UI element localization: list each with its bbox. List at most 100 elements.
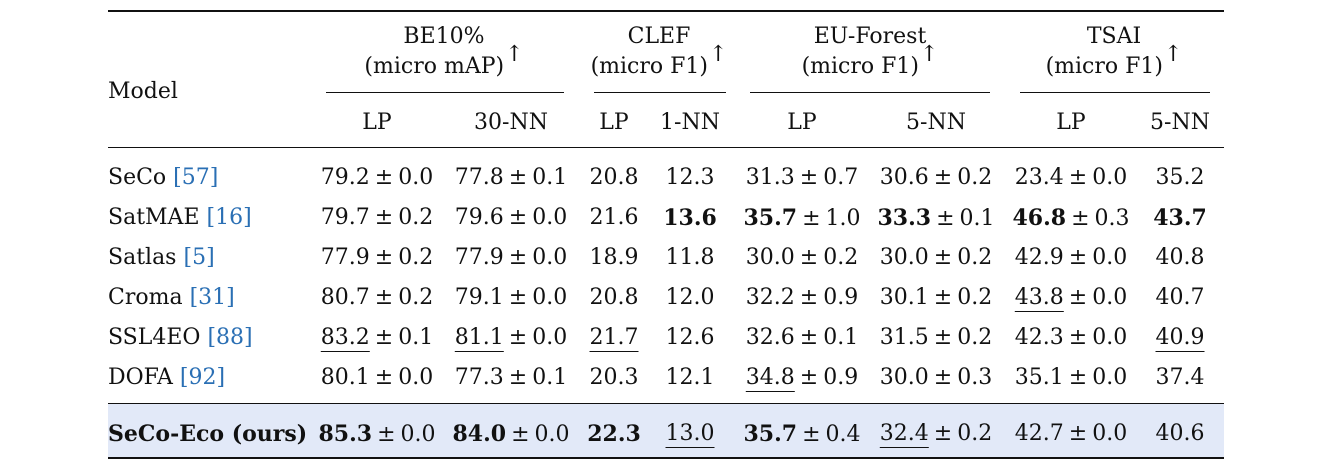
group-metric: (micro mAP) xyxy=(364,54,505,79)
plus-minus: ± xyxy=(1071,206,1090,231)
cell-value: 43.7 xyxy=(1153,205,1207,231)
table-cell: 12.0 xyxy=(666,285,715,311)
model-name: SatMAE [16] xyxy=(108,205,252,231)
cell-value: 40.8 xyxy=(1155,245,1205,270)
cell-value: 42.7 xyxy=(1014,421,1064,446)
cell-value: 33.3 xyxy=(877,205,932,231)
table-cell: 12.1 xyxy=(666,365,715,391)
table-cell: 32.2 ±0.9 xyxy=(746,285,858,311)
table-cell: 35.7 ±0.4 xyxy=(743,421,860,448)
citation-link[interactable]: [92] xyxy=(179,365,226,390)
cell-value: 83.2 xyxy=(320,325,370,352)
table-cell: 43.7 xyxy=(1153,205,1207,232)
subcol-header: LP xyxy=(787,110,817,135)
cell-std: 0.2 xyxy=(823,245,859,270)
cell-std: 0.0 xyxy=(1092,421,1128,446)
cell-value: 35.7 xyxy=(743,421,798,447)
subcol-header: 30-NN xyxy=(474,110,548,135)
cell-value: 12.1 xyxy=(665,365,715,390)
table-cell: 35.2 xyxy=(1156,165,1205,191)
cell-value: 20.8 xyxy=(589,165,639,190)
cell-value: 43.8 xyxy=(1014,285,1064,312)
cell-value: 77.9 xyxy=(320,245,370,270)
cell-std: 0.1 xyxy=(532,365,568,390)
cell-value: 11.8 xyxy=(665,245,715,270)
bottom-rule xyxy=(108,457,1224,459)
cell-std: 0.0 xyxy=(532,245,568,270)
group-metric: (micro F1) xyxy=(801,54,919,79)
group-header-clef: CLEF (micro F1)↑ xyxy=(591,22,728,82)
plus-minus: ± xyxy=(802,206,821,231)
cell-std: 0.0 xyxy=(532,205,568,230)
cell-value: 34.8 xyxy=(745,365,795,392)
table-cell: 79.7 ±0.2 xyxy=(321,205,433,231)
group-name: EU-Forest xyxy=(813,24,927,49)
table-cell: 77.3 ±0.1 xyxy=(455,365,567,391)
table-cell: 33.3 ±0.1 xyxy=(877,205,994,232)
citation-link[interactable]: [57] xyxy=(173,165,219,190)
plus-minus: ± xyxy=(374,325,394,350)
plus-minus: ± xyxy=(508,325,528,350)
cell-value: 13.6 xyxy=(663,205,717,231)
plus-minus: ± xyxy=(508,245,528,270)
subcol-header: LP xyxy=(599,110,629,135)
cell-std: 0.1 xyxy=(959,206,995,231)
table-cell: 40.7 xyxy=(1156,285,1205,311)
cell-std: 0.0 xyxy=(1092,365,1128,390)
table-cell: 40.8 xyxy=(1156,245,1205,271)
citation-link[interactable]: [5] xyxy=(183,245,215,270)
group-header-tsai: TSAI (micro F1)↑ xyxy=(1046,22,1183,82)
table-cell: 81.1 ±0.0 xyxy=(454,325,568,352)
citation-link[interactable]: [88] xyxy=(207,325,253,350)
plus-minus: ± xyxy=(799,245,819,270)
table-cell: 42.9 ±0.0 xyxy=(1015,245,1127,271)
plus-minus: ± xyxy=(1068,245,1088,270)
model-label: SeCo xyxy=(108,165,167,190)
cell-value: 42.3 xyxy=(1014,325,1064,350)
group-name: CLEF xyxy=(627,24,691,49)
plus-minus: ± xyxy=(799,365,819,390)
group-name: BE10% xyxy=(403,24,485,49)
cell-std: 0.9 xyxy=(823,285,859,310)
cell-value: 30.0 xyxy=(879,245,929,270)
cell-std: 0.9 xyxy=(823,365,859,390)
cell-value: 32.4 xyxy=(879,421,929,448)
table-cell: 12.3 xyxy=(666,165,715,191)
table-cell: 30.0 ±0.2 xyxy=(746,245,858,271)
group-rule-euforest xyxy=(750,92,990,93)
cell-value: 79.6 xyxy=(454,205,504,230)
table-cell: 83.2 ±0.1 xyxy=(320,325,433,352)
plus-minus: ± xyxy=(377,422,396,447)
cell-value: 35.1 xyxy=(1014,365,1064,390)
citation-link[interactable]: [31] xyxy=(189,285,235,310)
cell-std: 0.2 xyxy=(957,285,993,310)
cell-std: 0.0 xyxy=(534,422,570,447)
cell-std: 0.0 xyxy=(1092,165,1128,190)
model-label: DOFA xyxy=(108,365,173,390)
cell-std: 0.0 xyxy=(532,325,568,350)
top-rule xyxy=(108,10,1224,12)
ours-top-rule xyxy=(108,403,1224,404)
plus-minus: ± xyxy=(1068,365,1088,390)
cell-value: 31.3 xyxy=(745,165,795,190)
cell-std: 0.1 xyxy=(532,165,568,190)
table-cell: 20.8 xyxy=(590,165,639,191)
table-cell: 77.9 ±0.0 xyxy=(455,245,567,271)
model-label: SSL4EO xyxy=(108,325,201,350)
ours-row-highlight xyxy=(108,403,1224,458)
citation-link[interactable]: [16] xyxy=(206,205,252,230)
group-metric: (micro F1) xyxy=(590,54,708,79)
plus-minus: ± xyxy=(1068,285,1088,310)
cell-value: 37.4 xyxy=(1155,365,1205,390)
plus-minus: ± xyxy=(374,165,394,190)
model-header: Model xyxy=(108,79,178,104)
cell-std: 0.2 xyxy=(957,245,993,270)
cell-value: 35.7 xyxy=(743,205,798,231)
plus-minus: ± xyxy=(508,285,528,310)
model-label: Croma xyxy=(108,285,183,310)
cell-value: 32.2 xyxy=(745,285,795,310)
cell-value: 35.2 xyxy=(1155,165,1205,190)
model-name: Croma [31] xyxy=(108,285,235,311)
plus-minus: ± xyxy=(511,422,530,447)
cell-value: 40.7 xyxy=(1155,285,1205,310)
